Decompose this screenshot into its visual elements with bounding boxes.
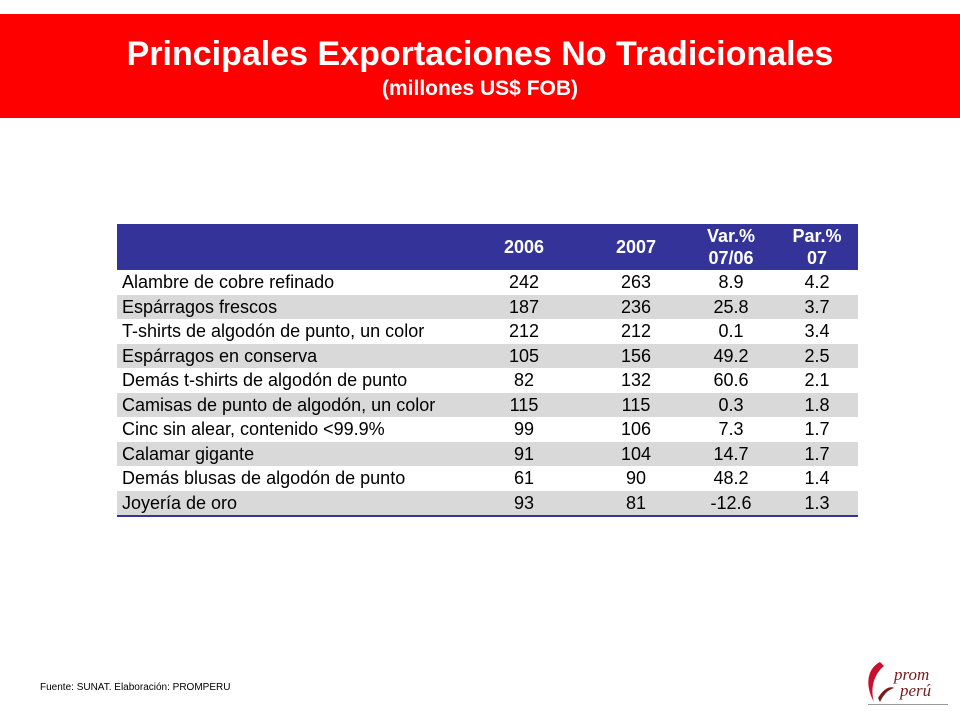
cell-var: 25.8 <box>686 294 776 319</box>
table-row: Demás blusas de algodón de punto 61 90 48.2… <box>117 466 858 491</box>
logo-text-prom: prom <box>893 665 929 684</box>
cell-product: T-shirts de algodón de punto, un color <box>122 321 425 342</box>
cell-2007: 106 <box>620 419 652 440</box>
header-par: Par.% 07 <box>776 224 858 270</box>
table-row: Espárragos frescos 187 236 25.8 3.7 <box>117 294 858 319</box>
cell-var: -12.6 <box>686 490 776 517</box>
cell-2006: 82 <box>513 370 535 391</box>
cell-product: Joyería de oro <box>117 490 462 517</box>
cell-product: Camisas de punto de algodón, un color <box>117 392 462 417</box>
cell-par: 3.4 <box>804 321 830 342</box>
cell-product: Demás blusas de algodón de punto <box>122 468 406 489</box>
page-subtitle: (millones US$ FOB) <box>381 77 579 100</box>
cell-par: 1.4 <box>804 468 830 489</box>
cell-2006: 99 <box>513 419 535 440</box>
cell-2006: 212 <box>508 321 540 342</box>
cell-2006: 91 <box>462 441 586 466</box>
cell-product: Demás t-shirts de algodón de punto <box>122 370 408 391</box>
table-row: Calamar gigante 91 104 14.7 1.7 <box>117 441 858 466</box>
table-row: Joyería de oro 93 81 -12.6 1.3 <box>117 490 858 517</box>
cell-2006: 105 <box>462 343 586 368</box>
cell-par: 1.8 <box>776 392 858 417</box>
cell-var: 8.9 <box>718 272 744 293</box>
header-2006: 2006 <box>462 224 586 270</box>
cell-var: 7.3 <box>718 419 744 440</box>
cell-var: 48.2 <box>713 468 749 489</box>
logo-text-peru: perú <box>899 681 931 700</box>
cell-2007: 156 <box>586 343 686 368</box>
cell-par: 1.7 <box>776 441 858 466</box>
table-row: Demás t-shirts de algodón de punto 82 132 6… <box>117 368 858 393</box>
promperu-logo: prom perú <box>860 658 955 708</box>
title-band: Principales Exportaciones No Tradicional… <box>0 14 960 118</box>
table-row: Camisas de punto de algodón, un color 115… <box>117 392 858 417</box>
cell-var: 0.1 <box>718 321 744 342</box>
cell-var: 14.7 <box>686 441 776 466</box>
cell-2007: 236 <box>586 294 686 319</box>
header-product <box>117 224 462 270</box>
cell-product: Calamar gigante <box>117 441 462 466</box>
cell-2006: 115 <box>462 392 586 417</box>
header-2007: 2007 <box>586 224 686 270</box>
cell-par: 4.2 <box>804 272 830 293</box>
cell-var: 60.6 <box>713 370 749 391</box>
cell-2007: 104 <box>586 441 686 466</box>
page-title: Principales Exportaciones No Tradicional… <box>126 35 834 73</box>
cell-var: 0.3 <box>686 392 776 417</box>
logo-swoosh-icon <box>868 662 884 702</box>
cell-par: 3.7 <box>776 294 858 319</box>
header-var: Var.% 07/06 <box>686 224 776 270</box>
cell-product: Alambre de cobre refinado <box>122 272 335 293</box>
table-header-row: 2006 2007 Var.% 07/06 Par.% 07 <box>117 224 858 270</box>
cell-2006: 187 <box>462 294 586 319</box>
cell-par: 1.3 <box>776 490 858 517</box>
cell-2007: 90 <box>625 468 647 489</box>
cell-product: Espárragos frescos <box>117 294 462 319</box>
source-note: Fuente: SUNAT. Elaboración: PROMPERU <box>40 682 231 693</box>
table-row: Cinc sin alear, contenido <99.9% 99 106 7.3… <box>117 417 858 442</box>
cell-product: Espárragos en conserva <box>117 343 462 368</box>
cell-2007: 263 <box>620 272 652 293</box>
table-row: Alambre de cobre refinado 242 263 8.9 4.2 <box>117 270 858 295</box>
cell-2006: 242 <box>508 272 540 293</box>
cell-2006: 93 <box>462 490 586 517</box>
cell-var: 49.2 <box>686 343 776 368</box>
cell-2007: 132 <box>620 370 652 391</box>
cell-2007: 212 <box>620 321 652 342</box>
cell-product: Cinc sin alear, contenido <99.9% <box>122 419 385 440</box>
cell-2007: 81 <box>586 490 686 517</box>
cell-2007: 115 <box>586 392 686 417</box>
cell-par: 2.5 <box>776 343 858 368</box>
cell-par: 1.7 <box>804 419 830 440</box>
cell-2006: 61 <box>513 468 535 489</box>
table-row: Espárragos en conserva 105 156 49.2 2.5 <box>117 343 858 368</box>
exports-table: 2006 2007 Var.% 07/06 Par.% 07 Alambre de … <box>117 224 858 517</box>
cell-par: 2.1 <box>804 370 830 391</box>
table-row: T-shirts de algodón de punto, un color 21… <box>117 319 858 344</box>
